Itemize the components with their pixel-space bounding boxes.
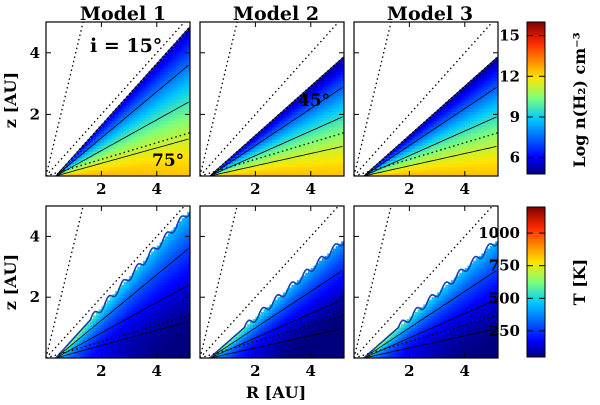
colorbar-ticks: 6 9 12 15 250 500 750 1000	[478, 27, 545, 340]
colorbar-tick-label: 12	[499, 67, 520, 85]
x-tick-label: 2	[404, 180, 414, 198]
panel-title-model-1: Model 1	[80, 3, 166, 25]
panel-title-model-2: Model 2	[233, 3, 319, 25]
x-tick-label: 4	[152, 180, 162, 198]
x-tick-label: 2	[250, 362, 260, 380]
x-tick-label: 4	[152, 362, 162, 380]
x-tick-label: 2	[96, 180, 106, 198]
y-tick-label: 2	[30, 288, 40, 306]
colorbar-tick-label: 750	[489, 257, 520, 275]
colorbar-tick-label: 500	[489, 289, 520, 307]
y-tick-label: 4	[30, 227, 40, 245]
colorbar-label-temperature: T [K]	[570, 259, 589, 306]
x-tick-label: 4	[460, 362, 470, 380]
x-tick-label: 4	[306, 180, 316, 198]
panel-density-model-1: 2 4 2 4	[30, 21, 191, 198]
inclination-label-75: 75°	[152, 151, 184, 171]
colorbar-tick-label: 15	[499, 27, 520, 45]
x-tick-label: 2	[250, 180, 260, 198]
inclination-label-45: 45°	[298, 91, 330, 111]
inclination-label-15: i = 15°	[90, 35, 162, 57]
colorbar-temperature	[526, 206, 546, 358]
colorbar-tick-label: 9	[510, 108, 520, 126]
panel-title-model-3: Model 3	[387, 3, 473, 25]
colorbar-tick-label: 250	[489, 322, 520, 340]
x-tick-label: 4	[460, 180, 470, 198]
y-tick-label: 2	[30, 105, 40, 123]
colorbar-density	[526, 21, 546, 175]
y-axis-label-top: z [AU]	[1, 72, 20, 128]
colorbar-tick-label: 6	[510, 149, 520, 167]
colorbar-tick-label: 1000	[478, 224, 520, 242]
colorbar-label-density: Log n(H₂) cm⁻³	[570, 32, 589, 167]
x-tick-label: 4	[306, 362, 316, 380]
y-tick-label: 4	[30, 44, 40, 62]
x-axis-label: R [AU]	[246, 383, 306, 402]
y-axis-label-bottom: z [AU]	[1, 254, 20, 310]
panel-temperature-model-1: 2 4 2 4	[30, 205, 191, 380]
x-tick-label: 2	[96, 362, 106, 380]
x-tick-label: 2	[404, 362, 414, 380]
